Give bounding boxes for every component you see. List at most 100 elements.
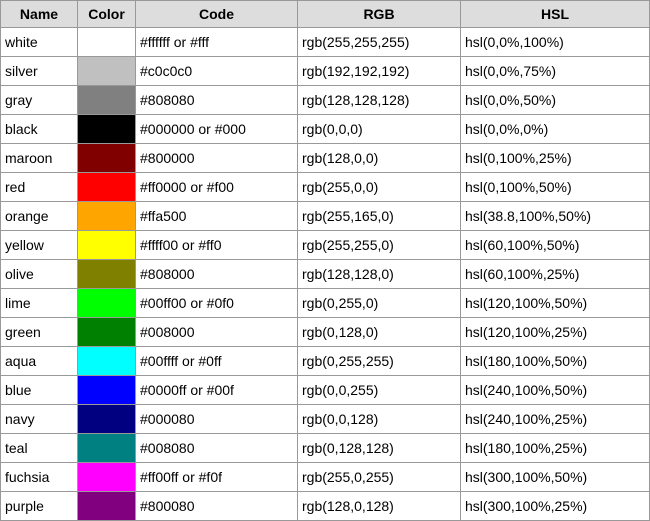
table-row: fuchsia #ff00ff or #f0f rgb(255,0,255) h… (0, 462, 650, 492)
hsl-value-cell: hsl(0,0%,50%) (460, 85, 650, 115)
color-name-cell: gray (0, 85, 78, 115)
color-name-cell: blue (0, 375, 78, 405)
table-row: gray #808080 rgb(128,128,128) hsl(0,0%,5… (0, 85, 650, 115)
rgb-value-cell: rgb(0,255,255) (297, 346, 461, 376)
color-swatch (77, 27, 136, 57)
rgb-value-cell: rgb(128,128,128) (297, 85, 461, 115)
color-name-cell: orange (0, 201, 78, 231)
rgb-value-cell: rgb(255,0,0) (297, 172, 461, 202)
color-swatch (77, 259, 136, 289)
hex-code-cell: #ffffff or #fff (135, 27, 298, 57)
rgb-value-cell: rgb(128,0,128) (297, 491, 461, 521)
color-swatch (77, 491, 136, 521)
color-swatch (77, 114, 136, 144)
rgb-value-cell: rgb(128,0,0) (297, 143, 461, 173)
rgb-value-cell: rgb(0,0,128) (297, 404, 461, 434)
table-row: silver #c0c0c0 rgb(192,192,192) hsl(0,0%… (0, 56, 650, 86)
rgb-value-cell: rgb(128,128,0) (297, 259, 461, 289)
rgb-value-cell: rgb(255,255,0) (297, 230, 461, 260)
hsl-value-cell: hsl(180,100%,25%) (460, 433, 650, 463)
hsl-value-cell: hsl(60,100%,50%) (460, 230, 650, 260)
hsl-value-cell: hsl(0,100%,25%) (460, 143, 650, 173)
header-code: Code (135, 0, 298, 28)
color-swatch (77, 433, 136, 463)
hex-code-cell: #800000 (135, 143, 298, 173)
color-swatch (77, 288, 136, 318)
hsl-value-cell: hsl(38.8,100%,50%) (460, 201, 650, 231)
table-row: red #ff0000 or #f00 rgb(255,0,0) hsl(0,1… (0, 172, 650, 202)
color-name-cell: red (0, 172, 78, 202)
color-swatch (77, 201, 136, 231)
hsl-value-cell: hsl(240,100%,25%) (460, 404, 650, 434)
rgb-value-cell: rgb(0,0,255) (297, 375, 461, 405)
rgb-value-cell: rgb(0,255,0) (297, 288, 461, 318)
header-row: Name Color Code RGB HSL (0, 0, 650, 28)
color-swatch (77, 404, 136, 434)
rgb-value-cell: rgb(192,192,192) (297, 56, 461, 86)
header-rgb: RGB (297, 0, 461, 28)
color-name-cell: fuchsia (0, 462, 78, 492)
table-row: lime #00ff00 or #0f0 rgb(0,255,0) hsl(12… (0, 288, 650, 318)
hex-code-cell: #ffff00 or #ff0 (135, 230, 298, 260)
color-swatch (77, 56, 136, 86)
hsl-value-cell: hsl(0,0%,100%) (460, 27, 650, 57)
table-row: aqua #00ffff or #0ff rgb(0,255,255) hsl(… (0, 346, 650, 376)
hex-code-cell: #ffa500 (135, 201, 298, 231)
table-row: olive #808000 rgb(128,128,0) hsl(60,100%… (0, 259, 650, 289)
hex-code-cell: #008080 (135, 433, 298, 463)
header-name: Name (0, 0, 78, 28)
hex-code-cell: #808000 (135, 259, 298, 289)
hsl-value-cell: hsl(120,100%,25%) (460, 317, 650, 347)
hsl-value-cell: hsl(0,0%,75%) (460, 56, 650, 86)
color-swatch (77, 346, 136, 376)
color-swatch (77, 172, 136, 202)
color-swatch (77, 317, 136, 347)
hsl-value-cell: hsl(180,100%,50%) (460, 346, 650, 376)
hsl-value-cell: hsl(0,0%,0%) (460, 114, 650, 144)
hsl-value-cell: hsl(120,100%,50%) (460, 288, 650, 318)
color-swatch (77, 85, 136, 115)
color-swatch (77, 230, 136, 260)
hsl-value-cell: hsl(0,100%,50%) (460, 172, 650, 202)
color-name-cell: silver (0, 56, 78, 86)
table-row: green #008000 rgb(0,128,0) hsl(120,100%,… (0, 317, 650, 347)
rgb-value-cell: rgb(0,128,0) (297, 317, 461, 347)
header-color: Color (77, 0, 136, 28)
color-name-cell: green (0, 317, 78, 347)
table-row: navy #000080 rgb(0,0,128) hsl(240,100%,2… (0, 404, 650, 434)
table-header: Name Color Code RGB HSL (0, 0, 650, 28)
table-row: yellow #ffff00 or #ff0 rgb(255,255,0) hs… (0, 230, 650, 260)
color-name-cell: teal (0, 433, 78, 463)
hsl-value-cell: hsl(60,100%,25%) (460, 259, 650, 289)
color-name-cell: yellow (0, 230, 78, 260)
color-name-cell: white (0, 27, 78, 57)
hex-code-cell: #808080 (135, 85, 298, 115)
table-row: white #ffffff or #fff rgb(255,255,255) h… (0, 27, 650, 57)
color-name-cell: maroon (0, 143, 78, 173)
color-name-cell: aqua (0, 346, 78, 376)
rgb-value-cell: rgb(255,0,255) (297, 462, 461, 492)
hsl-value-cell: hsl(240,100%,50%) (460, 375, 650, 405)
hsl-value-cell: hsl(300,100%,25%) (460, 491, 650, 521)
table-row: black #000000 or #000 rgb(0,0,0) hsl(0,0… (0, 114, 650, 144)
color-swatch (77, 462, 136, 492)
hex-code-cell: #000000 or #000 (135, 114, 298, 144)
rgb-value-cell: rgb(0,0,0) (297, 114, 461, 144)
header-hsl: HSL (460, 0, 650, 28)
color-name-cell: black (0, 114, 78, 144)
rgb-value-cell: rgb(255,255,255) (297, 27, 461, 57)
table-row: orange #ffa500 rgb(255,165,0) hsl(38.8,1… (0, 201, 650, 231)
color-swatch (77, 143, 136, 173)
color-name-cell: purple (0, 491, 78, 521)
table-body: white #ffffff or #fff rgb(255,255,255) h… (0, 27, 650, 521)
table-row: maroon #800000 rgb(128,0,0) hsl(0,100%,2… (0, 143, 650, 173)
table-row: blue #0000ff or #00f rgb(0,0,255) hsl(24… (0, 375, 650, 405)
hex-code-cell: #000080 (135, 404, 298, 434)
hsl-value-cell: hsl(300,100%,50%) (460, 462, 650, 492)
rgb-value-cell: rgb(0,128,128) (297, 433, 461, 463)
hex-code-cell: #c0c0c0 (135, 56, 298, 86)
table-row: teal #008080 rgb(0,128,128) hsl(180,100%… (0, 433, 650, 463)
hex-code-cell: #0000ff or #00f (135, 375, 298, 405)
color-name-cell: olive (0, 259, 78, 289)
